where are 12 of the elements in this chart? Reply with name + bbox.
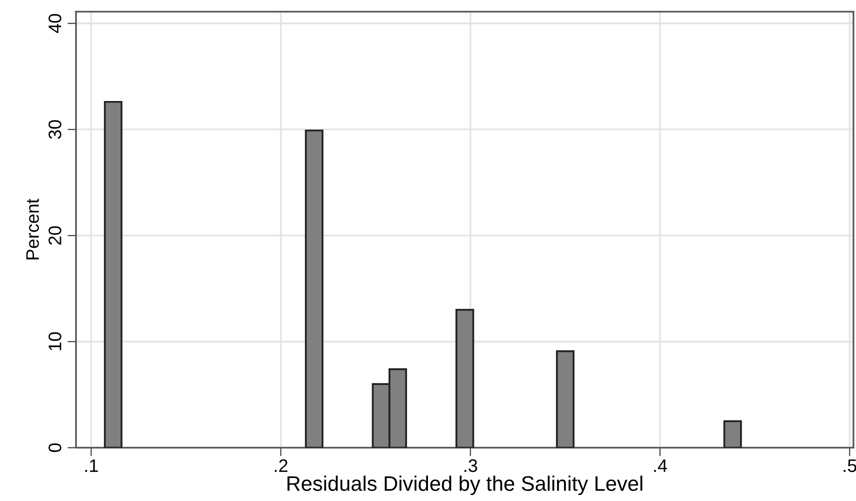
x-axis-title: Residuals Divided by the Salinity Level [288,476,642,496]
y-tick-label: 40 [48,14,62,34]
x-tick-label: .1 [85,459,98,472]
x-tick-label: .5 [844,459,856,472]
y-tick-label: 0 [48,443,62,452]
x-tick-label: .3 [464,459,478,472]
y-tick-label: 20 [48,226,62,245]
y-tick-label: 10 [48,332,62,350]
y-tick-label: 30 [48,120,62,139]
x-tick-label: .4 [654,459,668,472]
y-axis-title: Percent [26,198,39,260]
x-tick-label: .2 [274,459,288,472]
